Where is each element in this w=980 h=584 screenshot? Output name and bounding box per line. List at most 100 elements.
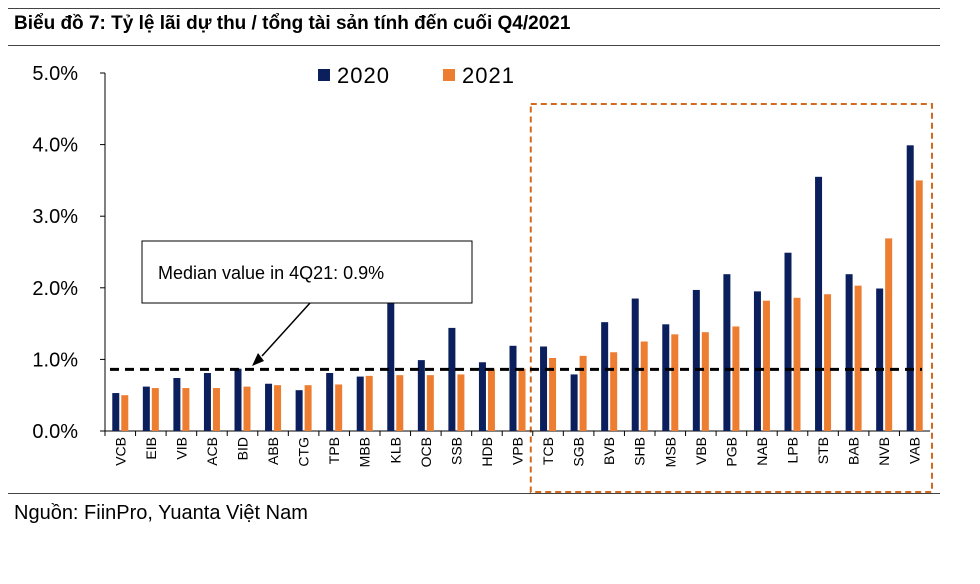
bar-2021-sgb — [579, 355, 587, 431]
x-tick-label: VPB — [510, 437, 526, 465]
bar-2021-shb — [640, 341, 648, 431]
bar-2020-ocb — [417, 360, 425, 431]
y-tick-label: 5.0% — [32, 63, 78, 85]
source-note: Nguồn: FiinPro, Yuanta Việt Nam — [14, 502, 308, 524]
y-tick-label: 4.0% — [32, 135, 78, 157]
bar-2021-klb — [396, 375, 404, 431]
x-tick-label: LPB — [785, 437, 801, 463]
bar-2021-ssb — [457, 374, 465, 431]
bar-2021-nvb — [885, 238, 893, 431]
bar-2021-vbb — [701, 332, 709, 431]
x-tick-label: NVB — [876, 437, 892, 466]
bar-2021-vab — [915, 180, 923, 431]
bar-2020-mbb — [356, 376, 364, 431]
bar-2020-acb — [203, 373, 211, 431]
bar-2021-vib — [182, 388, 190, 431]
bar-2020-bvb — [601, 322, 609, 431]
x-tick-label: EIB — [143, 437, 159, 460]
chart-bottom-rule — [8, 493, 940, 494]
median-annotation-label: Median value in 4Q21: 0.9% — [158, 263, 384, 283]
x-tick-label: SGB — [571, 437, 587, 467]
bar-2020-shb — [631, 298, 639, 431]
bar-2021-acb — [212, 388, 220, 431]
x-tick-label: VBB — [693, 437, 709, 465]
y-tick-label: 2.0% — [32, 278, 78, 300]
x-tick-label: STB — [815, 437, 831, 464]
x-tick-label: BVB — [601, 437, 617, 465]
x-tick-label: MBB — [357, 437, 373, 467]
bar-2020-tcb — [540, 346, 548, 431]
x-tick-label: PGB — [723, 437, 739, 467]
bar-2020-hdb — [478, 362, 486, 431]
bar-2021-eib — [151, 388, 159, 431]
x-tick-label: HDB — [479, 437, 495, 467]
bar-2021-stb — [824, 294, 832, 431]
bar-2020-pgb — [723, 274, 731, 431]
bar-2021-abb — [274, 385, 282, 431]
bar-2020-nab — [753, 291, 761, 431]
bar-2021-bid — [243, 386, 251, 431]
median-annotation-box — [141, 240, 473, 304]
x-tick-label: ABB — [265, 437, 281, 465]
bar-2020-klb — [387, 291, 395, 431]
y-tick-label: 3.0% — [32, 206, 78, 228]
x-tick-label: TPB — [326, 437, 342, 464]
legend-label-2020: 2020 — [337, 63, 390, 88]
bar-2020-vab — [906, 145, 914, 432]
bar-2021-tpb — [335, 384, 343, 431]
bar-2020-sgb — [570, 374, 578, 431]
bar-2020-eib — [142, 386, 150, 431]
bar-2021-vpb — [518, 368, 526, 431]
title-bottom-rule — [8, 45, 940, 46]
x-tick-label: VIB — [173, 437, 189, 460]
median-arrow-line — [261, 302, 311, 357]
title-top-rule — [8, 8, 940, 9]
legend-swatch-2020 — [318, 69, 330, 81]
x-tick-label: MSB — [662, 437, 678, 467]
bar-2021-bvb — [610, 352, 618, 431]
bar-2021-nab — [762, 300, 770, 431]
bar-2021-bab — [854, 285, 862, 431]
bar-2021-vcb — [121, 395, 129, 431]
x-tick-label: VCB — [112, 437, 128, 466]
bar-2020-vcb — [112, 393, 120, 431]
bar-2020-msb — [662, 324, 670, 431]
bar-2020-vpb — [509, 345, 517, 431]
bar-2020-stb — [815, 176, 823, 431]
bar-2020-abb — [265, 383, 273, 431]
median-arrow-head — [252, 353, 264, 366]
x-tick-label: KLB — [387, 437, 403, 463]
y-tick-label: 0.0% — [32, 421, 78, 443]
bar-2020-vib — [173, 378, 181, 431]
x-tick-label: BAB — [846, 437, 862, 465]
x-tick-label: SHB — [632, 437, 648, 466]
bar-2020-ctg — [295, 390, 303, 431]
chart-title: Biểu đồ 7: Tỷ lệ lãi dự thu / tổng tài s… — [14, 13, 571, 34]
x-tick-label: SSB — [448, 437, 464, 465]
x-tick-label: CTG — [296, 437, 312, 467]
bar-2021-lpb — [793, 297, 801, 431]
bar-2021-tcb — [549, 357, 557, 431]
x-tick-label: OCB — [418, 437, 434, 467]
bar-2021-pgb — [732, 326, 740, 431]
bar-2020-nvb — [876, 288, 884, 431]
x-tick-label: TCB — [540, 437, 556, 465]
x-tick-label: ACB — [204, 437, 220, 466]
bar-2020-tpb — [326, 373, 334, 431]
bar-2020-ssb — [448, 327, 456, 431]
bar-2020-vbb — [692, 289, 700, 431]
bar-2021-hdb — [487, 368, 495, 431]
x-tick-label: BID — [235, 437, 251, 460]
bar-2020-bab — [845, 274, 853, 431]
bar-2020-lpb — [784, 252, 792, 431]
bar-2020-bid — [234, 368, 242, 431]
bar-2021-ocb — [426, 375, 434, 431]
legend-label-2021: 2021 — [462, 63, 515, 88]
x-tick-label: NAB — [754, 437, 770, 466]
bar-2021-msb — [671, 334, 679, 431]
y-tick-label: 1.0% — [32, 349, 78, 371]
highlight-box — [529, 103, 933, 493]
bar-2021-ctg — [304, 385, 312, 431]
x-tick-label: VAB — [907, 437, 923, 464]
